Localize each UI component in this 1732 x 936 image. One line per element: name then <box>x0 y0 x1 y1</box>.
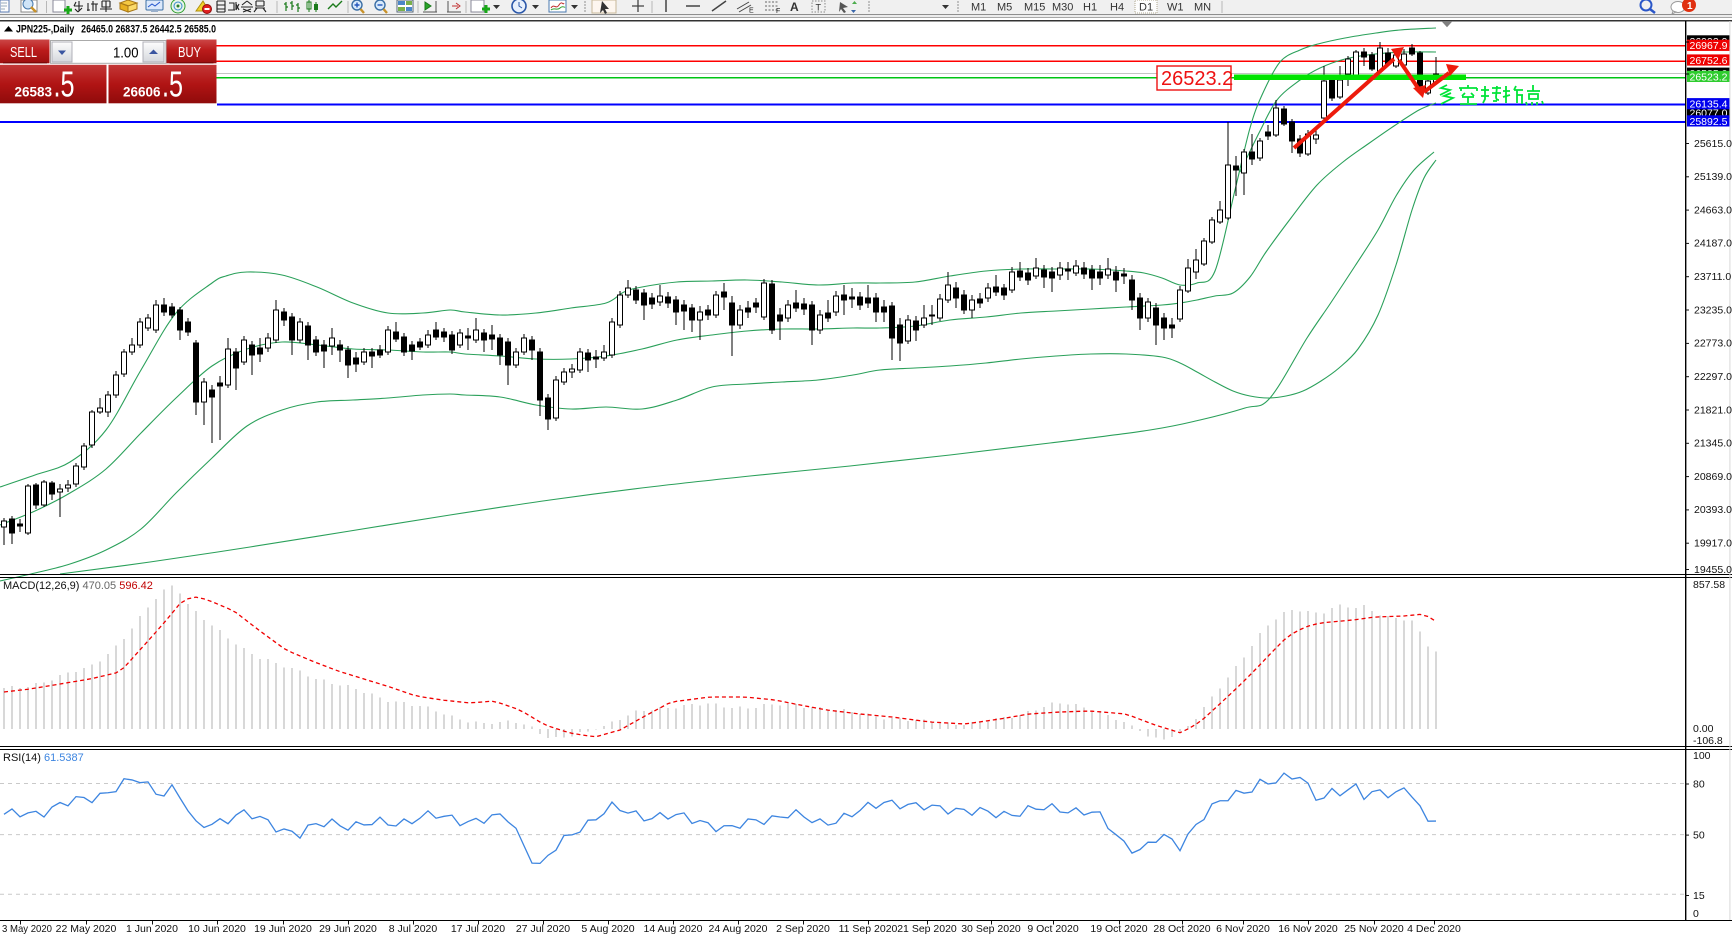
svg-text:M30: M30 <box>1052 2 1073 14</box>
svg-text:30 Sep 2020: 30 Sep 2020 <box>961 923 1021 935</box>
svg-text:M5: M5 <box>997 2 1012 14</box>
svg-text:A: A <box>790 0 799 14</box>
svg-text:6 Nov 2020: 6 Nov 2020 <box>1216 923 1270 935</box>
svg-text:20869.0: 20869.0 <box>1694 471 1732 483</box>
svg-text:0.00: 0.00 <box>1693 723 1714 735</box>
svg-text:0: 0 <box>1693 908 1699 920</box>
svg-text:BUY: BUY <box>178 45 201 61</box>
svg-text:27 Jul 2020: 27 Jul 2020 <box>516 923 570 935</box>
svg-text:23711.0: 23711.0 <box>1694 271 1731 283</box>
svg-text:25 Nov 2020: 25 Nov 2020 <box>1344 923 1404 935</box>
svg-text:26523.2: 26523.2 <box>1690 71 1728 83</box>
svg-text:24 Aug 2020: 24 Aug 2020 <box>709 923 768 935</box>
svg-text:9 Oct 2020: 9 Oct 2020 <box>1027 923 1079 935</box>
svg-text:T: T <box>816 3 822 13</box>
svg-text:SELL: SELL <box>10 45 37 61</box>
svg-text:22 May 2020: 22 May 2020 <box>56 923 117 935</box>
svg-text:21 Sep 2020: 21 Sep 2020 <box>897 923 957 935</box>
svg-text:25615.0: 25615.0 <box>1694 138 1732 150</box>
svg-text:15: 15 <box>1693 890 1705 902</box>
svg-text:857.58: 857.58 <box>1693 579 1725 591</box>
svg-text:1: 1 <box>1687 1 1693 12</box>
svg-text:.5: .5 <box>54 64 75 105</box>
svg-text:17 Jul 2020: 17 Jul 2020 <box>451 923 505 935</box>
svg-text:M1: M1 <box>971 2 986 14</box>
svg-text:14 Aug 2020: 14 Aug 2020 <box>644 923 703 935</box>
svg-text:50: 50 <box>1693 829 1705 841</box>
svg-text:5 Aug 2020: 5 Aug 2020 <box>581 923 634 935</box>
svg-text:21821.0: 21821.0 <box>1694 404 1732 416</box>
svg-text:2 Sep 2020: 2 Sep 2020 <box>776 923 830 935</box>
svg-text:22297.0: 22297.0 <box>1694 371 1732 383</box>
svg-text:1.00: 1.00 <box>113 45 139 62</box>
svg-text:100: 100 <box>1693 750 1711 762</box>
svg-text:19455.0: 19455.0 <box>1694 564 1732 576</box>
svg-text:24663.0: 24663.0 <box>1694 204 1732 216</box>
svg-text:28 Oct 2020: 28 Oct 2020 <box>1153 923 1210 935</box>
svg-text:.5: .5 <box>162 64 183 105</box>
svg-text:1 Jun 2020: 1 Jun 2020 <box>126 923 178 935</box>
svg-text:11 Sep 2020: 11 Sep 2020 <box>839 923 898 935</box>
svg-text:21345.0: 21345.0 <box>1694 438 1732 450</box>
svg-text:E: E <box>749 8 754 15</box>
svg-text:26135.4: 26135.4 <box>1690 99 1728 111</box>
svg-text:22773.0: 22773.0 <box>1694 338 1732 350</box>
svg-text:26606: 26606 <box>123 84 161 100</box>
svg-text:26752.6: 26752.6 <box>1690 55 1728 67</box>
svg-text:RSI(14) 61.5387: RSI(14) 61.5387 <box>3 752 84 764</box>
svg-text:MACD(12,26,9) 470.05 596.42: MACD(12,26,9) 470.05 596.42 <box>3 580 153 592</box>
svg-text:F: F <box>776 8 780 15</box>
svg-text:4 Dec 2020: 4 Dec 2020 <box>1407 923 1461 935</box>
svg-text:24187.0: 24187.0 <box>1694 238 1732 250</box>
svg-text:25892.5: 25892.5 <box>1690 116 1728 128</box>
svg-text:19 Oct 2020: 19 Oct 2020 <box>1090 923 1147 935</box>
svg-text:80: 80 <box>1693 778 1705 790</box>
svg-text:19917.0: 19917.0 <box>1694 538 1732 550</box>
svg-text:26523.2: 26523.2 <box>1161 68 1233 90</box>
svg-text:16 Nov 2020: 16 Nov 2020 <box>1278 923 1338 935</box>
svg-text:8 Jul 2020: 8 Jul 2020 <box>389 923 438 935</box>
svg-text:26583: 26583 <box>15 84 53 100</box>
svg-text:MN: MN <box>1194 2 1211 14</box>
svg-text:H4: H4 <box>1110 2 1124 14</box>
svg-text:23235.0: 23235.0 <box>1694 304 1732 316</box>
svg-text:JPN225-,Daily 26465.0 26837.5: JPN225-,Daily 26465.0 26837.5 26442.5 26… <box>16 24 216 36</box>
svg-text:H1: H1 <box>1083 2 1097 14</box>
svg-text:25139.0: 25139.0 <box>1694 171 1732 183</box>
svg-text:19 Jun 2020: 19 Jun 2020 <box>254 923 312 935</box>
svg-text:20393.0: 20393.0 <box>1694 504 1732 516</box>
svg-text:29 Jun 2020: 29 Jun 2020 <box>319 923 377 935</box>
svg-text:D1: D1 <box>1139 2 1153 14</box>
svg-text:M15: M15 <box>1024 2 1045 14</box>
svg-text:10 Jun 2020: 10 Jun 2020 <box>188 923 246 935</box>
svg-text:W1: W1 <box>1167 2 1184 14</box>
svg-text:-106.8: -106.8 <box>1693 735 1723 747</box>
svg-text:3 May 2020: 3 May 2020 <box>2 923 52 935</box>
svg-text:26967.9: 26967.9 <box>1690 40 1728 52</box>
